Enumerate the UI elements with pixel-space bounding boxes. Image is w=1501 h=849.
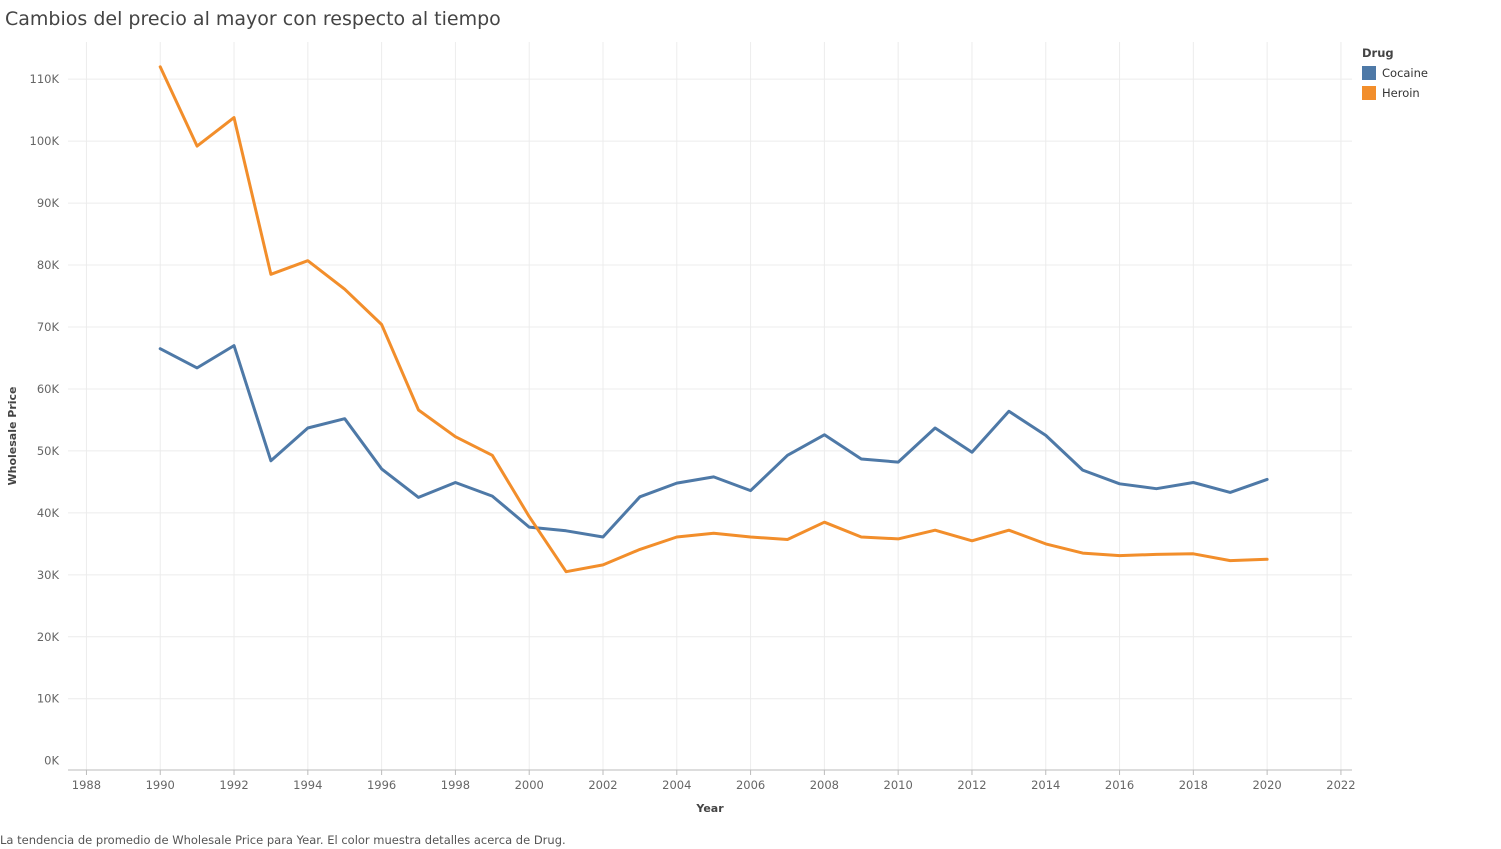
x-tick-label: 2008 (810, 778, 839, 792)
series-line-cocaine[interactable] (158, 344, 1269, 539)
y-tick-label: 90K (37, 196, 60, 210)
x-tick-label: 2020 (1252, 778, 1281, 792)
y-tick-label: 100K (30, 134, 60, 148)
legend-label-heroin: Heroin (1382, 86, 1420, 100)
y-tick-label: 20K (37, 630, 60, 644)
x-tick-label: 2012 (957, 778, 986, 792)
chart-caption: La tendencia de promedio de Wholesale Pr… (0, 833, 566, 847)
x-tick-label: 2004 (662, 778, 691, 792)
x-tick-label: 1996 (367, 778, 396, 792)
y-axis-ticks: 0K 10K 20K 30K 40K 50K 60K 70K 80K 90K 100K 110K (30, 72, 60, 768)
y-tick-label: 40K (37, 506, 60, 520)
series-lines (158, 65, 1269, 574)
legend-swatch-heroin (1362, 86, 1376, 100)
x-tick-label: 2000 (515, 778, 544, 792)
y-tick-label: 70K (37, 320, 60, 334)
x-tick-label: 1992 (219, 778, 248, 792)
x-tick-label: 2016 (1105, 778, 1134, 792)
x-tick-label: 2022 (1326, 778, 1355, 792)
legend-label-cocaine: Cocaine (1382, 66, 1428, 80)
legend-item-heroin[interactable]: Heroin (1362, 83, 1428, 103)
x-tick-label: 2002 (588, 778, 617, 792)
vertical-gridlines (85, 42, 1342, 770)
x-tick-label: 2006 (736, 778, 765, 792)
x-tick-label: 1988 (72, 778, 101, 792)
legend-item-cocaine[interactable]: Cocaine (1362, 63, 1428, 83)
x-tick-label: 2018 (1179, 778, 1208, 792)
series-line-heroin[interactable] (158, 65, 1269, 574)
x-tick-label: 2010 (884, 778, 913, 792)
y-tick-label: 10K (37, 692, 60, 706)
x-tick-label: 1994 (293, 778, 322, 792)
legend-swatch-cocaine (1362, 66, 1376, 80)
x-axis-title: Year (695, 802, 724, 815)
legend-title: Drug (1362, 46, 1394, 60)
y-tick-label: 60K (37, 382, 60, 396)
y-tick-label: 0K (44, 754, 59, 768)
legend: Drug Cocaine Heroin (1362, 46, 1428, 103)
chart-title: Cambios del precio al mayor con respecto… (5, 8, 501, 30)
x-axis-ticks: 1988 1990 1992 1994 1996 1998 2000 2002 2004 2006… (72, 770, 1356, 792)
y-tick-label: 50K (37, 444, 60, 458)
y-tick-label: 110K (30, 72, 60, 86)
x-tick-label: 1990 (146, 778, 175, 792)
y-tick-label: 80K (37, 258, 60, 272)
horizontal-gridlines (68, 78, 1352, 700)
x-tick-label: 1998 (441, 778, 470, 792)
y-tick-label: 30K (37, 568, 60, 582)
x-tick-label: 2014 (1031, 778, 1060, 792)
y-axis-title: Wholesale Price (6, 386, 19, 485)
